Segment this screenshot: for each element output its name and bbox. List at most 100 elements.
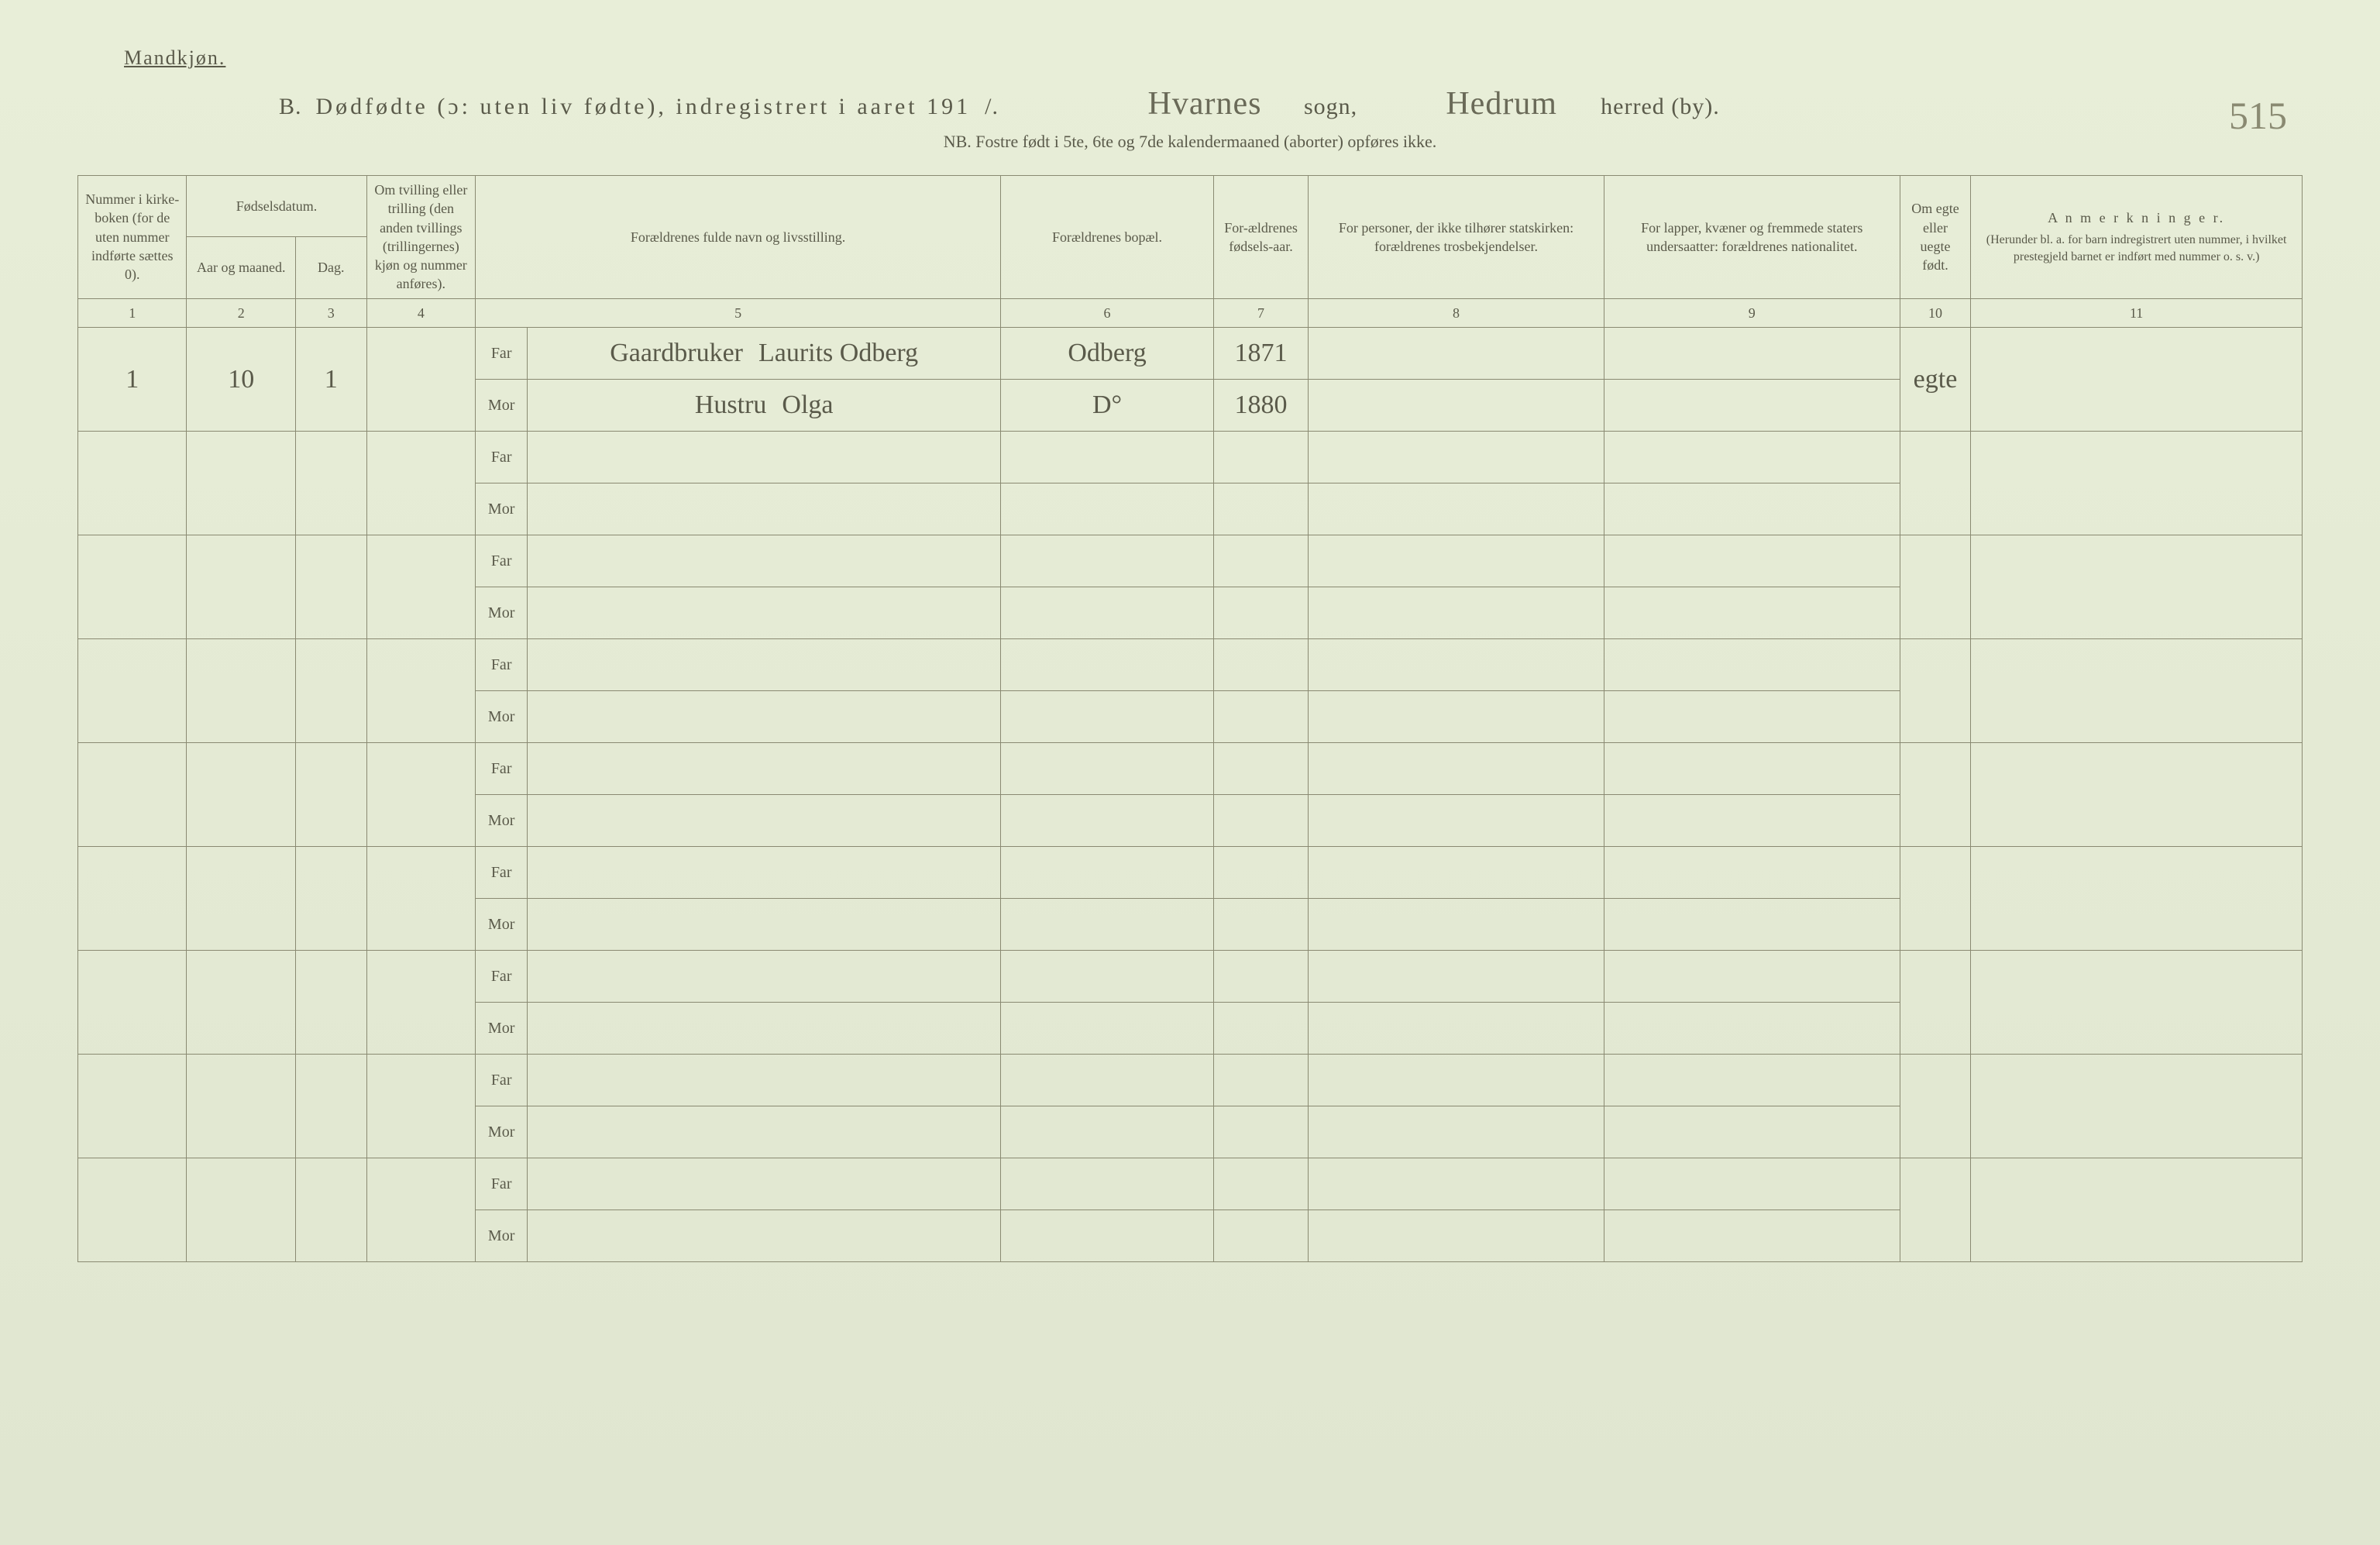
blank-mor-residence — [1001, 1003, 1214, 1055]
entry-1-day: 1 — [295, 328, 366, 432]
blank-mor-faith — [1309, 795, 1604, 847]
blank-legitimacy — [1900, 1055, 1971, 1158]
hdr-c1: Nummer i kirke-boken (for de uten nummer… — [78, 176, 187, 299]
blank-far-faith — [1309, 951, 1604, 1003]
blank-mor-nationality — [1604, 691, 1900, 743]
blank-remarks — [1971, 951, 2303, 1055]
hdr-c11-sub: (Herunder bl. a. for barn indregistrert … — [1977, 232, 2296, 265]
blank-far-residence — [1001, 639, 1214, 691]
blank-far-label: Far — [476, 639, 528, 691]
blank-mor-residence — [1001, 483, 1214, 535]
blank-remarks — [1971, 1158, 2303, 1262]
blank-day — [295, 639, 366, 743]
blank-far-residence — [1001, 847, 1214, 899]
blank-month — [187, 535, 295, 639]
blank-far-birthyear — [1213, 535, 1308, 587]
blank-mor-nationality — [1604, 795, 1900, 847]
colnum-3: 3 — [295, 298, 366, 327]
page: Mandkjøn. B. Dødfødte (ɔ: uten liv fødte… — [0, 0, 2380, 1545]
blank-mor-birthyear — [1213, 587, 1308, 639]
blank-number — [78, 1055, 187, 1158]
district-label: herred (by). — [1601, 94, 1720, 120]
blank-mor-nationality — [1604, 1210, 1900, 1262]
blank-mor-faith — [1309, 1106, 1604, 1158]
blank-far-birthyear — [1213, 1158, 1308, 1210]
blank-day — [295, 432, 366, 535]
blank-far-label: Far — [476, 743, 528, 795]
blank-far-row: Far — [78, 1158, 2303, 1210]
margin-annotation: 515 — [2229, 93, 2287, 138]
blank-mor-birthyear — [1213, 483, 1308, 535]
blank-mor-names — [528, 691, 1001, 743]
blank-legitimacy — [1900, 743, 1971, 847]
blank-mor-label: Mor — [476, 587, 528, 639]
blank-far-names — [528, 1158, 1001, 1210]
blank-mor-nationality — [1604, 587, 1900, 639]
blank-legitimacy — [1900, 1158, 1971, 1262]
blank-far-names — [528, 847, 1001, 899]
blank-mor-residence — [1001, 1210, 1214, 1262]
hdr-c6: Forældrenes bopæl. — [1001, 176, 1214, 299]
entry-1-far-row: 1 10 1 Far Gaardbruker Laurits Odberg Od… — [78, 328, 2303, 380]
blank-remarks — [1971, 1055, 2303, 1158]
blank-far-faith — [1309, 432, 1604, 483]
hdr-c4: Om tvilling eller trilling (den anden tv… — [366, 176, 475, 299]
blank-twin — [366, 1055, 475, 1158]
colnum-10: 10 — [1900, 298, 1971, 327]
blank-far-nationality — [1604, 639, 1900, 691]
blank-mor-names — [528, 483, 1001, 535]
blank-twin — [366, 951, 475, 1055]
entry-1-legitimacy: egte — [1900, 328, 1971, 432]
blank-mor-label: Mor — [476, 899, 528, 951]
colnum-6: 6 — [1001, 298, 1214, 327]
blank-far-residence — [1001, 1158, 1214, 1210]
blank-far-label: Far — [476, 535, 528, 587]
blank-mor-names — [528, 899, 1001, 951]
district-value: Hedrum — [1416, 85, 1587, 122]
blank-mor-birthyear — [1213, 1003, 1308, 1055]
hdr-c7: For-ældrenes fødsels-aar. — [1213, 176, 1308, 299]
entry-1-number: 1 — [78, 328, 187, 432]
blank-mor-faith — [1309, 483, 1604, 535]
colnum-9: 9 — [1604, 298, 1900, 327]
colnum-2: 2 — [187, 298, 295, 327]
blank-number — [78, 847, 187, 951]
entry-1-far-residence: Odberg — [1001, 328, 1214, 380]
blank-far-faith — [1309, 639, 1604, 691]
section-letter: B. — [279, 94, 302, 120]
entry-1-remarks — [1971, 328, 2303, 432]
colnum-1: 1 — [78, 298, 187, 327]
blank-far-faith — [1309, 743, 1604, 795]
blank-far-faith — [1309, 847, 1604, 899]
blank-far-faith — [1309, 535, 1604, 587]
entry-1-far-faith — [1309, 328, 1604, 380]
blank-mor-names — [528, 795, 1001, 847]
blank-far-label: Far — [476, 1158, 528, 1210]
blank-mor-residence — [1001, 899, 1214, 951]
blank-number — [78, 743, 187, 847]
hdr-c8: For personer, der ikke tilhører statskir… — [1309, 176, 1604, 299]
entry-1-far-name: Laurits Odberg — [758, 339, 918, 367]
entry-1-mor-nationality — [1604, 380, 1900, 432]
title-year-suffix: /. — [985, 94, 999, 120]
hdr-c11-top: A n m e r k n i n g e r. — [1977, 208, 2296, 227]
blank-number — [78, 535, 187, 639]
blank-month — [187, 432, 295, 535]
blank-far-faith — [1309, 1158, 1604, 1210]
title-row: B. Dødfødte (ɔ: uten liv fødte), indregi… — [279, 85, 2303, 122]
blank-far-nationality — [1604, 847, 1900, 899]
blank-far-faith — [1309, 1055, 1604, 1106]
blank-mor-names — [528, 1003, 1001, 1055]
blank-mor-nationality — [1604, 1106, 1900, 1158]
header-row-1: Nummer i kirke-boken (for de uten nummer… — [78, 176, 2303, 237]
blank-far-row: Far — [78, 1055, 2303, 1106]
colnum-11: 11 — [1971, 298, 2303, 327]
hdr-c11: A n m e r k n i n g e r. (Herunder bl. a… — [1971, 176, 2303, 299]
blank-month — [187, 1158, 295, 1262]
blank-far-row: Far — [78, 535, 2303, 587]
blank-twin — [366, 639, 475, 743]
blank-mor-label: Mor — [476, 1210, 528, 1262]
blank-far-names — [528, 535, 1001, 587]
blank-remarks — [1971, 847, 2303, 951]
blank-far-residence — [1001, 535, 1214, 587]
